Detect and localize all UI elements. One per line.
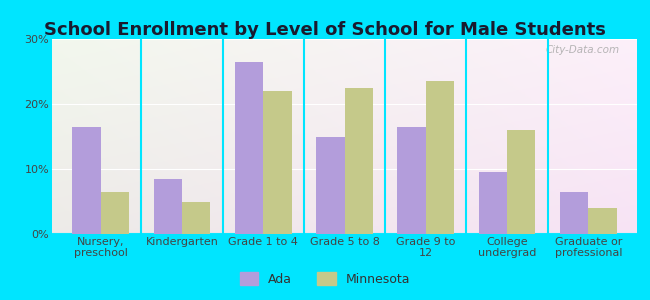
Bar	[101, 192, 129, 234]
Bar	[478, 172, 507, 234]
Bar	[72, 127, 101, 234]
Bar	[182, 202, 211, 234]
Bar	[397, 127, 426, 234]
Bar	[560, 192, 588, 234]
Bar	[153, 179, 182, 234]
Bar	[507, 130, 536, 234]
Bar	[235, 62, 263, 234]
Bar	[588, 208, 617, 234]
Bar	[263, 91, 292, 234]
Text: School Enrollment by Level of School for Male Students: School Enrollment by Level of School for…	[44, 21, 606, 39]
Bar	[426, 81, 454, 234]
Bar	[316, 136, 344, 234]
Legend: Ada, Minnesota: Ada, Minnesota	[235, 267, 415, 291]
Text: City-Data.com: City-Data.com	[545, 45, 619, 55]
Bar	[344, 88, 373, 234]
